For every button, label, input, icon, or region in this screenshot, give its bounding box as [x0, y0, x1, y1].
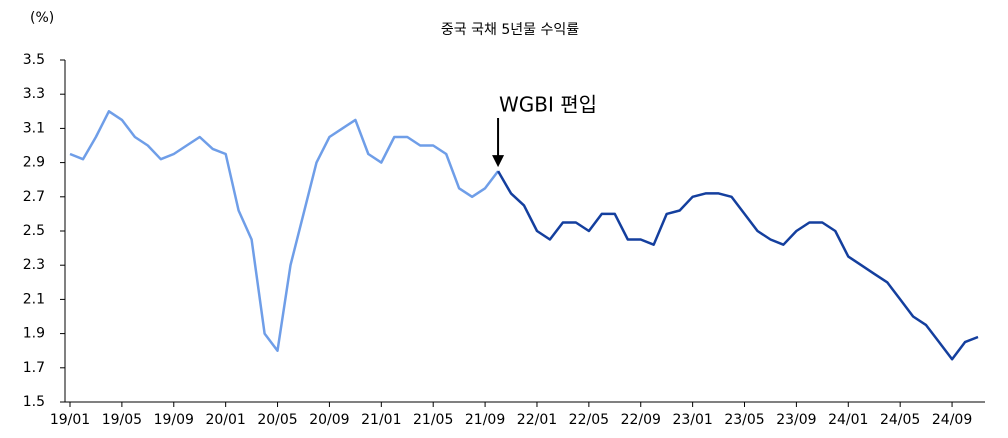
y-axis-label: (%) [30, 10, 54, 26]
x-tick-label: 21/05 [413, 412, 453, 428]
x-tick-label: 23/09 [776, 412, 816, 428]
x-tick-label: 24/01 [828, 412, 868, 428]
x-tick-label: 19/05 [102, 412, 142, 428]
y-tick-label: 1.7 [23, 360, 45, 376]
x-tick-label: 24/09 [932, 412, 972, 428]
chart-title: 중국 국채 5년물 수익률 [441, 22, 579, 38]
annotation: WGBI 편입 [499, 93, 597, 117]
y-tick-label: 2.5 [23, 223, 45, 239]
x-tick-label: 21/01 [361, 412, 401, 428]
y-tick-label: 3.3 [23, 86, 45, 102]
y-tick-label: 2.1 [23, 291, 45, 307]
series-line [497, 170, 979, 361]
y-tick-label: 2.7 [23, 189, 45, 205]
y-tick-label: 3.1 [23, 120, 45, 136]
y-tick-label: 1.5 [23, 394, 45, 410]
series-line [69, 110, 500, 352]
y-tick-label: 1.9 [23, 326, 45, 342]
y-tick-label: 2.3 [23, 257, 45, 273]
x-tick-label: 22/09 [621, 412, 661, 428]
y-tick-label: 2.9 [23, 155, 45, 171]
annotation-arrowhead [492, 155, 505, 168]
x-tick-label: 23/01 [672, 412, 712, 428]
x-tick-label: 20/05 [257, 412, 297, 428]
x-tick-label: 21/09 [465, 412, 505, 428]
x-tick-label: 19/01 [50, 412, 90, 428]
x-tick-label: 24/05 [880, 412, 920, 428]
y-tick-label: 3.5 [23, 52, 45, 68]
x-tick-label: 19/09 [154, 412, 194, 428]
x-tick-label: 22/01 [517, 412, 557, 428]
x-tick-label: 20/01 [205, 412, 245, 428]
x-tick-label: 20/09 [309, 412, 349, 428]
x-tick-label: 23/05 [724, 412, 764, 428]
x-tick-label: 22/05 [569, 412, 609, 428]
